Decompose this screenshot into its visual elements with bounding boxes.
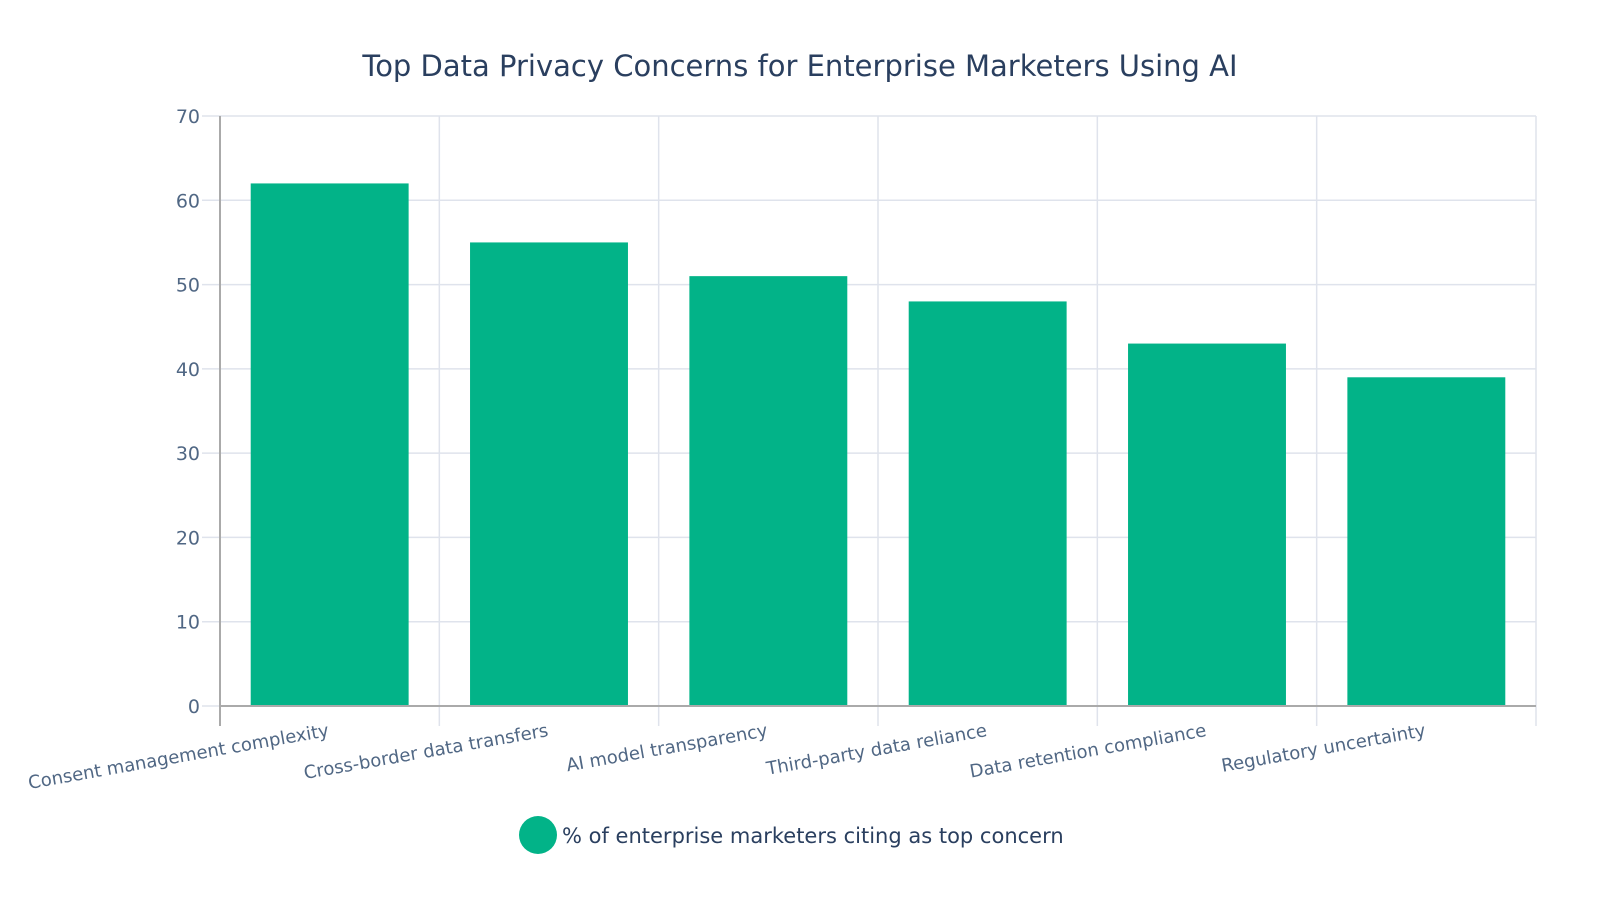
- legend-marker: [519, 816, 557, 854]
- x-tick-label: AI model transparency: [565, 720, 770, 776]
- bar: [1347, 377, 1506, 706]
- x-tick-label: Third-party data reliance: [764, 720, 989, 780]
- y-tick-label: 50: [176, 275, 200, 297]
- x-tick-label: Cross-border data transfers: [302, 720, 550, 784]
- legend-label: % of enterprise marketers citing as top …: [562, 824, 1064, 848]
- y-tick-label: 10: [176, 612, 200, 634]
- bar: [1128, 343, 1286, 706]
- legend: % of enterprise marketers citing as top …: [519, 816, 1064, 854]
- y-tick-label: 30: [176, 443, 200, 465]
- bars: [250, 183, 1506, 706]
- bar: [689, 276, 848, 706]
- y-tick-label: 60: [176, 190, 200, 212]
- bar: [470, 242, 628, 706]
- chart-title: Top Data Privacy Concerns for Enterprise…: [361, 49, 1237, 83]
- y-tick-label: 0: [188, 696, 200, 718]
- y-tick-label: 40: [176, 359, 200, 381]
- y-tick-label: 20: [176, 527, 200, 549]
- bar: [250, 183, 409, 706]
- x-tick-label: Consent management complexity: [27, 720, 331, 794]
- x-tick-label: Regulatory uncertainty: [1220, 720, 1428, 777]
- y-tick-label: 70: [176, 106, 200, 128]
- x-tick-label: Data retention compliance: [968, 720, 1208, 782]
- grid: [202, 115, 1537, 726]
- bar: [908, 301, 1067, 706]
